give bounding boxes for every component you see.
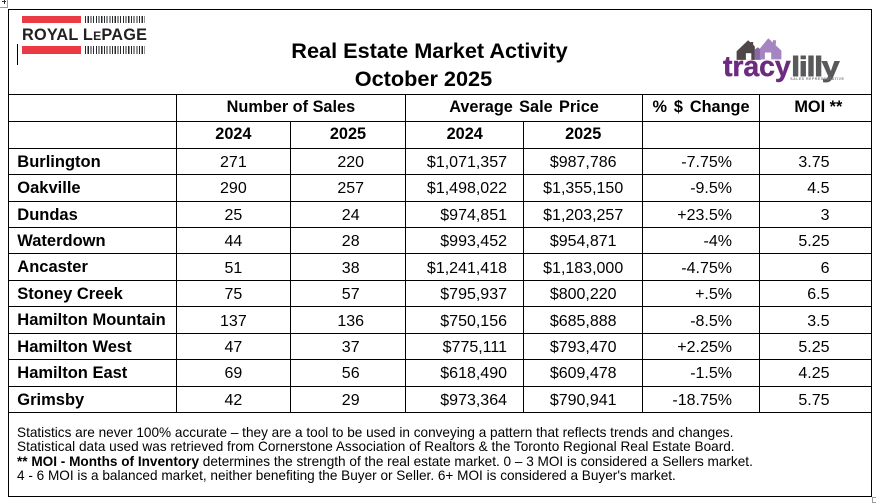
svg-text:SALES REPRESENTATIVE: SALES REPRESENTATIVE	[790, 77, 844, 81]
svg-text:tracy: tracy	[723, 51, 791, 83]
svg-text:lilly: lilly	[791, 51, 840, 82]
